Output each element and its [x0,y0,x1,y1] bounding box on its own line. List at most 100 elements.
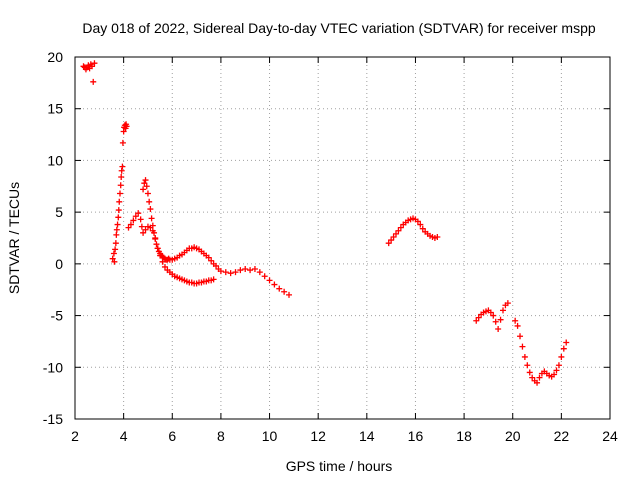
data-point [227,270,234,277]
data-point [116,198,123,205]
y-tick-label: 10 [47,152,63,168]
series-rise-to-peak [109,121,130,265]
data-point [119,139,126,146]
data-point [247,267,254,274]
data-point [132,213,139,220]
data-point [281,288,288,295]
data-point [512,317,519,324]
data-point [112,246,119,253]
data-point [393,230,399,237]
y-tick-label: -5 [51,308,64,324]
data-point [148,215,155,222]
data-point [80,63,87,70]
data-point [127,221,134,228]
data-point [123,123,130,130]
chart-title: Day 018 of 2022, Sidereal Day-to-day VTE… [82,20,595,36]
data-point [130,217,137,224]
data-point [142,226,149,233]
series-late-cluster [473,300,511,333]
data-point [524,362,531,369]
data-point [514,322,521,329]
x-tick-label: 6 [168,428,176,444]
data-point [237,267,244,274]
x-tick-label: 8 [217,428,225,444]
y-tick-label: 20 [47,49,63,65]
data-point [414,218,421,225]
data-point [222,269,229,276]
data-point [109,255,116,262]
data-point [147,206,154,213]
data-point [242,266,249,273]
data-point [125,224,132,231]
data-point [500,307,506,314]
x-tick-label: 12 [310,428,326,444]
data-point [113,226,120,233]
data-point [114,221,121,228]
data-point [117,182,124,189]
data-point [490,312,497,319]
data-point [165,255,172,262]
data-point [217,268,224,275]
data-point [397,224,404,231]
data-point [558,353,565,360]
data-point [434,233,441,240]
data-point [266,277,273,284]
data-point [519,343,526,350]
y-tick-label: 5 [55,204,63,220]
data-point [115,214,122,221]
series-evening-dip [512,317,570,386]
data-point [473,317,480,324]
plot-frame [74,56,611,420]
x-tick-label: 10 [262,428,278,444]
data-point [112,240,119,247]
data-point [529,374,536,381]
data-point [137,216,144,223]
data-point [141,180,148,187]
x-tick-label: 16 [408,428,424,444]
data-point [149,227,156,234]
data-point [91,60,98,67]
data-point [492,318,499,325]
data-point [276,285,283,292]
data-point [495,326,502,333]
x-tick-label: 2 [71,428,79,444]
data-point [261,273,268,280]
series-afternoon-arc [385,215,441,247]
data-point [256,269,263,276]
data-point [385,240,392,247]
y-tick-label: -10 [43,359,63,375]
series-early-cluster [80,60,98,85]
data-point [555,362,562,369]
data-point [116,190,123,197]
data-point [144,190,151,197]
data-point [232,269,239,276]
x-tick-label: 18 [456,428,472,444]
x-tick-label: 22 [554,428,570,444]
data-point [487,309,494,316]
data-point [210,276,217,283]
x-tick-label: 24 [602,428,618,444]
data-point [388,237,395,244]
data-point [213,262,220,269]
data-point [271,281,278,288]
y-tick-label: -15 [43,411,63,427]
x-tick-label: 20 [505,428,521,444]
data-point [419,225,426,232]
data-point [140,186,147,193]
y-axis-label: SDTVAR / TECUs [6,182,22,294]
data-point [536,374,543,381]
data-point [152,235,159,241]
data-point [111,258,118,265]
data-point [205,254,212,261]
data-point [551,371,558,378]
data-point [89,63,96,70]
y-tick-label: 15 [47,101,63,117]
data-point [208,257,215,264]
data-point [159,258,166,265]
data-points [80,60,570,386]
data-point [110,250,117,257]
data-point [118,167,125,174]
data-point [119,163,126,170]
